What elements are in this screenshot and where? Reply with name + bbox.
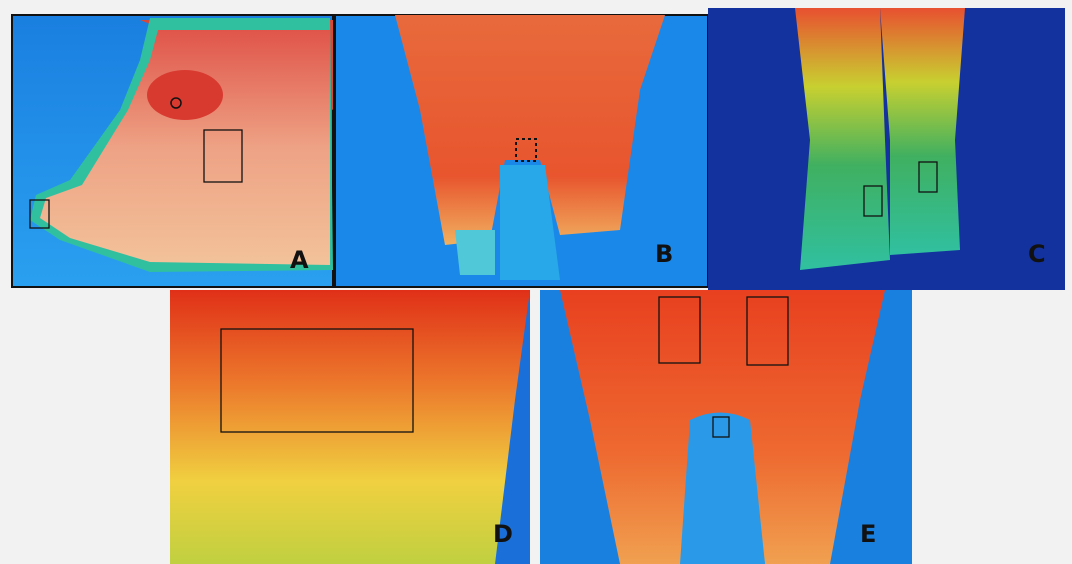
panel-label: D bbox=[493, 520, 513, 548]
panel-label: B bbox=[655, 240, 673, 268]
panel-label: C bbox=[1028, 240, 1046, 268]
panel-e: E bbox=[540, 290, 912, 564]
panel-label: A bbox=[290, 246, 309, 274]
panel-b: B bbox=[335, 15, 708, 287]
panel-a: A bbox=[12, 15, 333, 287]
panel-c: C bbox=[708, 8, 1065, 290]
panel-d: D bbox=[170, 290, 530, 564]
panel-label: E bbox=[860, 520, 876, 548]
figure: A B C D E bbox=[0, 0, 1072, 564]
